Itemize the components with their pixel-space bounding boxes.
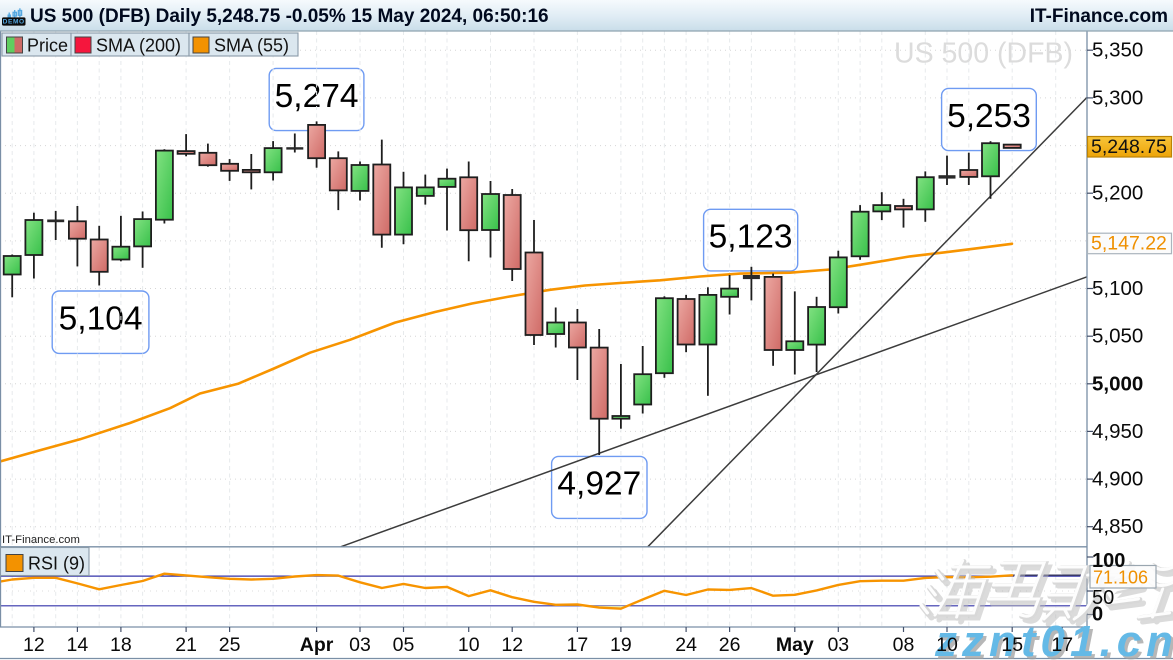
svg-text:IT-Finance.com: IT-Finance.com — [1030, 6, 1168, 27]
svg-text:17: 17 — [1051, 634, 1073, 656]
svg-text:zznt01.cn: zznt01.cn — [937, 620, 1173, 660]
svg-text:US 500 (DFB): US 500 (DFB) — [894, 38, 1073, 70]
svg-text:5,050: 5,050 — [1092, 325, 1143, 348]
svg-text:03: 03 — [827, 634, 849, 656]
svg-text:zznt01.cn: zznt01.cn — [934, 617, 1173, 660]
svg-text:71.106: 71.106 — [1093, 567, 1148, 587]
svg-text:4,927: 4,927 — [557, 466, 641, 503]
svg-text:DEMO: DEMO — [3, 18, 25, 25]
svg-text:5,123: 5,123 — [709, 218, 793, 255]
svg-text:US 500 (DFB) Daily 5,248.75 -0: US 500 (DFB) Daily 5,248.75 -0.05% 15 Ma… — [30, 6, 549, 27]
svg-text:5,104: 5,104 — [59, 301, 143, 338]
svg-text:4,900: 4,900 — [1092, 468, 1143, 491]
svg-text:12: 12 — [501, 634, 523, 656]
svg-text:26: 26 — [719, 634, 741, 656]
svg-text:5,300: 5,300 — [1092, 86, 1143, 109]
svg-text:25: 25 — [219, 634, 241, 656]
svg-text:21: 21 — [175, 634, 197, 656]
svg-text:Price: Price — [27, 36, 68, 56]
svg-text:SMA (200): SMA (200) — [96, 36, 181, 56]
svg-text:RSI (9): RSI (9) — [28, 554, 85, 574]
svg-text:05: 05 — [393, 634, 415, 656]
svg-text:May: May — [776, 634, 814, 656]
svg-text:15: 15 — [1001, 634, 1023, 656]
svg-text:12: 12 — [23, 634, 45, 656]
svg-text:Apr: Apr — [300, 634, 334, 656]
svg-text:SMA (55): SMA (55) — [214, 36, 289, 56]
svg-text:10: 10 — [458, 634, 480, 656]
svg-text:IT-Finance.com: IT-Finance.com — [2, 534, 80, 546]
svg-text:19: 19 — [610, 634, 632, 656]
svg-text:4,950: 4,950 — [1092, 420, 1143, 443]
svg-text:14: 14 — [67, 634, 89, 656]
svg-text:5,350: 5,350 — [1092, 39, 1143, 62]
svg-text:5,000: 5,000 — [1092, 372, 1143, 395]
svg-text:17: 17 — [567, 634, 589, 656]
svg-text:5,253: 5,253 — [947, 98, 1031, 135]
svg-text:5,200: 5,200 — [1092, 182, 1143, 205]
svg-text:10: 10 — [936, 634, 958, 656]
svg-text:50: 50 — [1092, 587, 1114, 609]
svg-text:18: 18 — [110, 634, 132, 656]
svg-text:100: 100 — [1092, 550, 1125, 572]
svg-text:5,147.22: 5,147.22 — [1091, 233, 1167, 255]
svg-text:03: 03 — [349, 634, 371, 656]
svg-text:5,100: 5,100 — [1092, 277, 1143, 300]
svg-text:4,850: 4,850 — [1092, 515, 1143, 538]
svg-text:0: 0 — [1092, 604, 1103, 626]
svg-text:08: 08 — [893, 634, 915, 656]
svg-text:5,248.75: 5,248.75 — [1091, 136, 1167, 158]
svg-text:24: 24 — [675, 634, 697, 656]
